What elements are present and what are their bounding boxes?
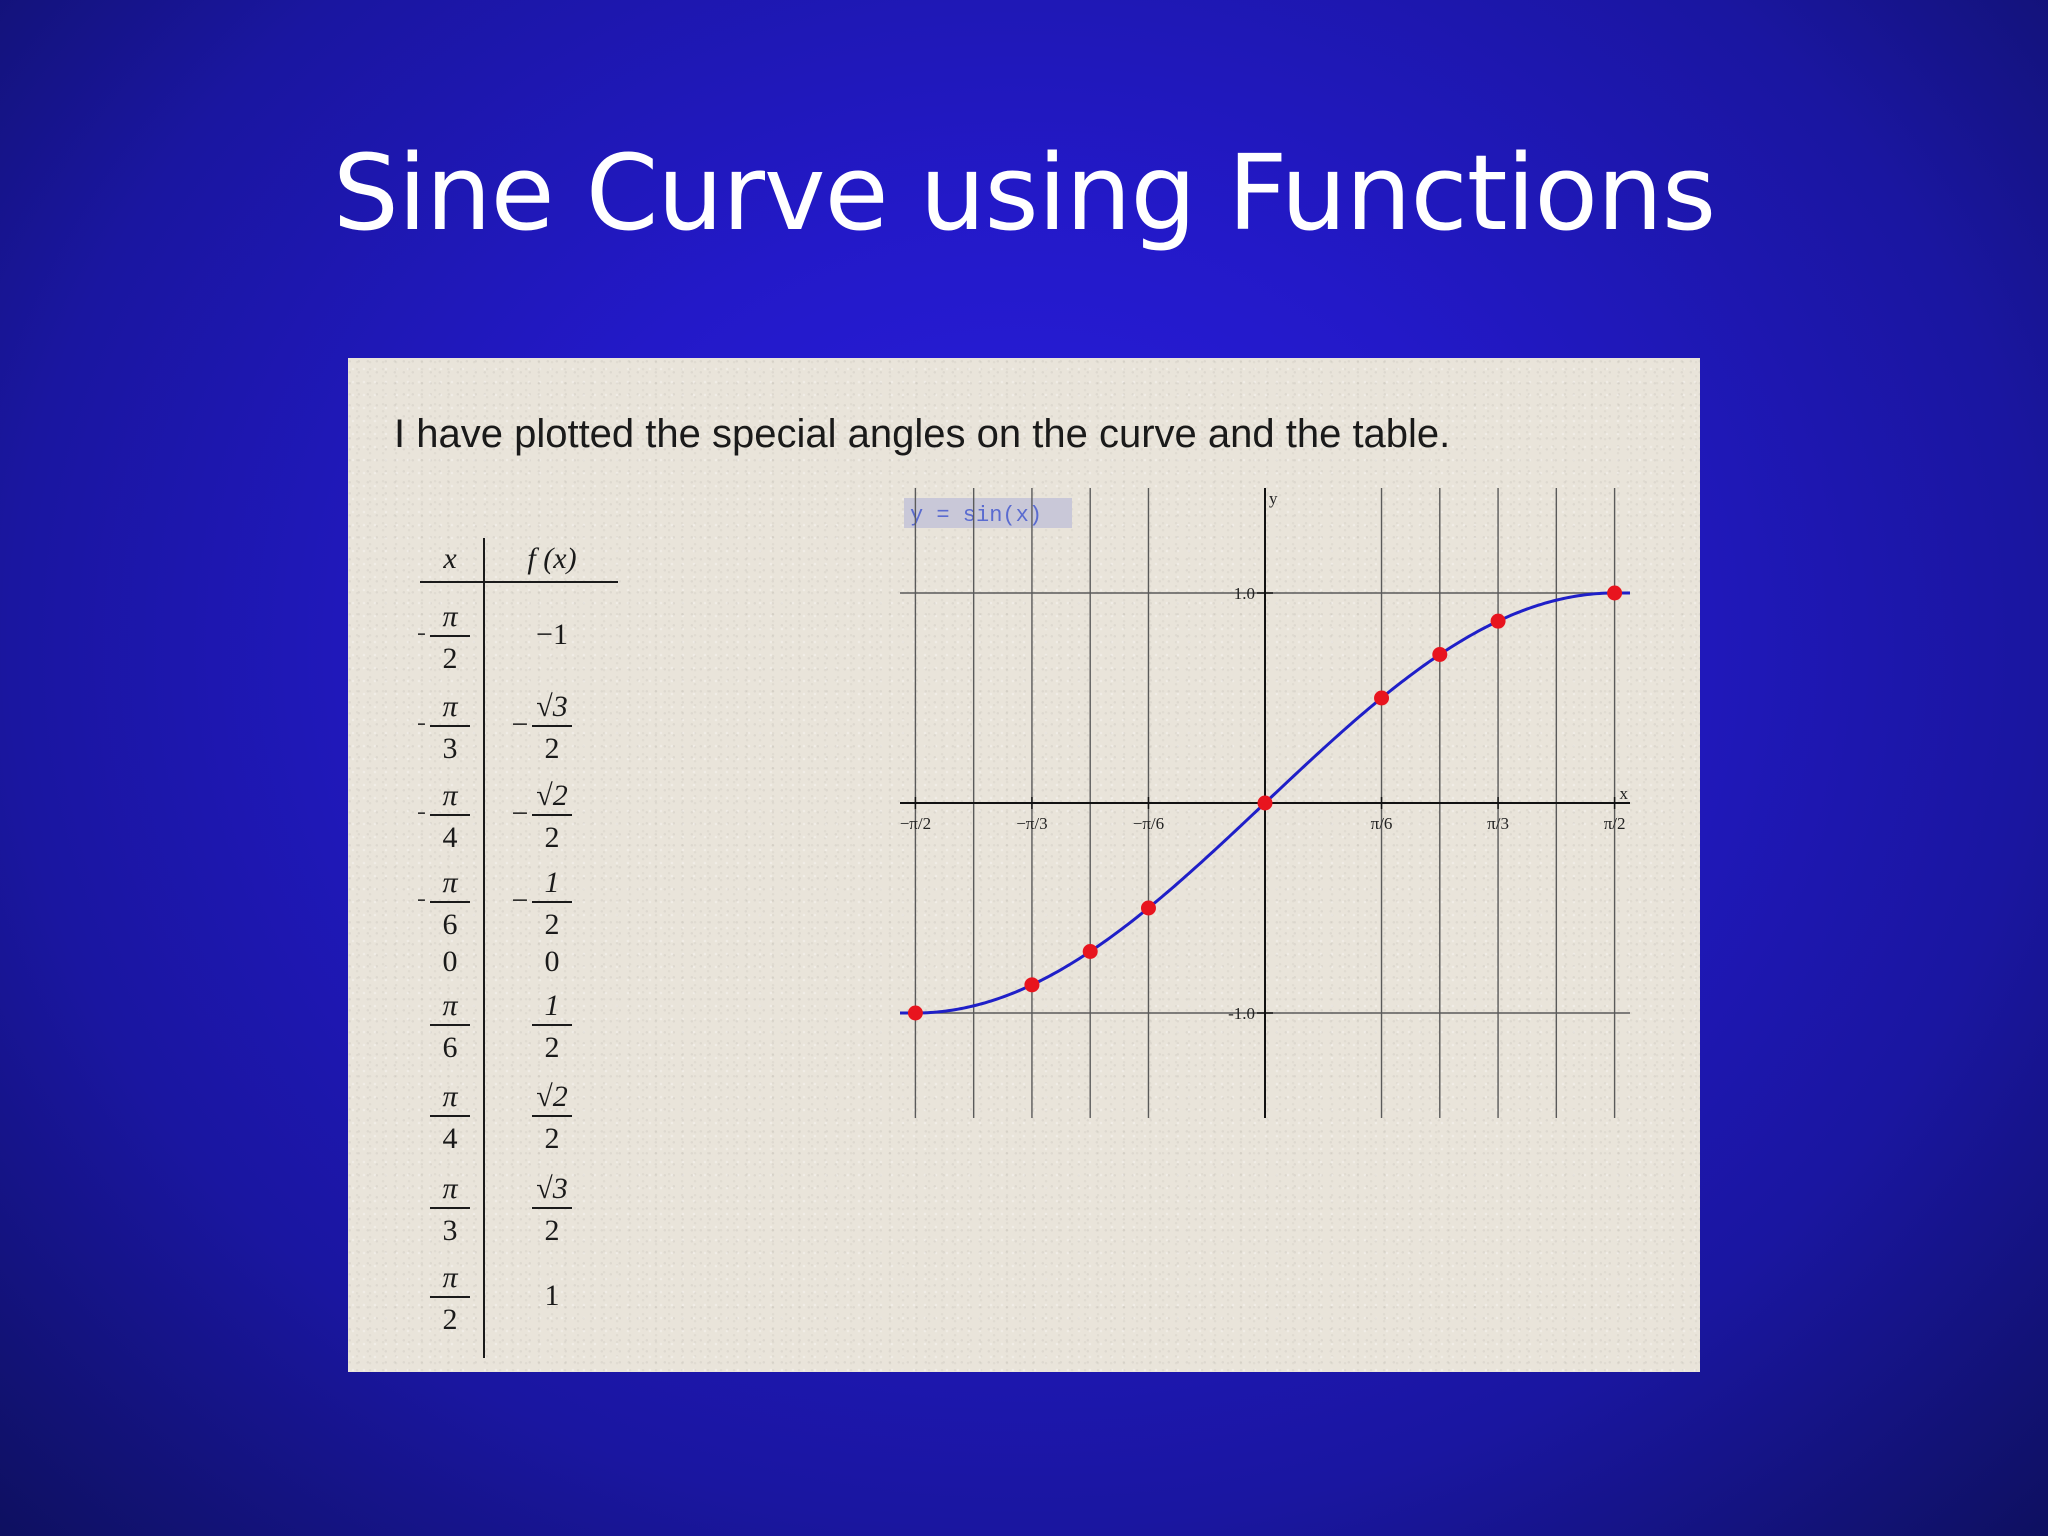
table-row-3-x-denominator: 6 bbox=[443, 908, 458, 941]
table-row-3-fx-denominator: 2 bbox=[545, 908, 560, 941]
slide-title: Sine Curve using Functions bbox=[332, 132, 1716, 254]
table-row-4-x-value: 0 bbox=[443, 945, 458, 978]
sine-plot: y = sin(x) x y −π/2 −π/3 −π/6 π/6 π/3 π/2 1.0 -1.0 bbox=[900, 488, 1700, 1318]
panel-caption: I have plotted the special angles on the… bbox=[394, 412, 1451, 456]
table-row-6-x-numerator: π bbox=[442, 1080, 458, 1113]
x-axis-label: x bbox=[1620, 784, 1629, 803]
table-row-1-x-numerator: π bbox=[442, 690, 458, 723]
y-tick-label-0: 1.0 bbox=[1234, 584, 1255, 603]
special-angle-point-0 bbox=[907, 1005, 923, 1021]
table-row-6-fx-numerator: √2 bbox=[536, 1080, 567, 1113]
sine-plot-svg: y = sin(x) x y −π/2 −π/3 −π/6 π/6 π/3 π/2 1.0 -1.0 bbox=[900, 488, 1630, 1118]
special-angle-point-2 bbox=[1082, 943, 1098, 959]
y-axis-label: y bbox=[1269, 489, 1278, 508]
special-angle-point-3 bbox=[1140, 900, 1156, 916]
table-row-0-fx-value: −1 bbox=[536, 618, 568, 651]
table-row-8-x-denominator: 2 bbox=[443, 1303, 458, 1336]
table-row-2-x-denominator: 4 bbox=[443, 821, 458, 854]
table-row-1-x-sign: − bbox=[418, 708, 426, 741]
table-row-6-fx-denominator: 2 bbox=[545, 1122, 560, 1155]
x-tick-label-1: −π/3 bbox=[1016, 814, 1047, 833]
figure-panel: I have plotted the special angles on the… bbox=[348, 358, 1700, 1372]
table-row-1-fx-sign: − bbox=[512, 708, 529, 741]
x-tick-label-5: π/2 bbox=[1604, 814, 1626, 833]
table-row-3-fx-sign: − bbox=[512, 884, 529, 917]
value-table: xf (x)−π2−1−π3−√32−π4−√22−π6−1200π612π4√… bbox=[418, 538, 678, 1358]
table-row-7-x-numerator: π bbox=[442, 1172, 458, 1205]
table-row-2-x-numerator: π bbox=[442, 779, 458, 812]
table-row-8-x-numerator: π bbox=[442, 1261, 458, 1294]
x-tick-label-3: π/6 bbox=[1371, 814, 1393, 833]
table-row-4-fx-value: 0 bbox=[545, 945, 560, 978]
equation-label-box bbox=[904, 498, 1072, 528]
table-row-3-x-sign: − bbox=[418, 884, 426, 917]
table-row-0-x-denominator: 2 bbox=[443, 642, 458, 675]
table-row-1-x-denominator: 3 bbox=[443, 732, 458, 765]
table-row-2-fx-sign: − bbox=[512, 797, 529, 830]
special-angle-point-4 bbox=[1257, 795, 1273, 811]
table-row-7-fx-denominator: 2 bbox=[545, 1214, 560, 1247]
table-header-x: x bbox=[442, 542, 457, 575]
table-row-8-fx-value: 1 bbox=[545, 1279, 560, 1312]
table-row-7-x-denominator: 3 bbox=[443, 1214, 458, 1247]
table-row-5-fx-denominator: 2 bbox=[545, 1031, 560, 1064]
table-row-6-x-denominator: 4 bbox=[443, 1122, 458, 1155]
value-table-svg: xf (x)−π2−1−π3−√32−π4−√22−π6−1200π612π4√… bbox=[418, 538, 618, 1358]
special-angle-point-1 bbox=[1024, 977, 1040, 993]
table-row-0-x-numerator: π bbox=[442, 600, 458, 633]
equation-label: y = sin(x) bbox=[910, 503, 1042, 528]
table-row-5-x-numerator: π bbox=[442, 989, 458, 1022]
table-row-3-fx-numerator: 1 bbox=[545, 866, 560, 899]
special-angle-point-6 bbox=[1432, 647, 1448, 663]
x-tick-label-2: −π/6 bbox=[1133, 814, 1164, 833]
table-row-3-x-numerator: π bbox=[442, 866, 458, 899]
table-row-2-fx-numerator: √2 bbox=[536, 779, 567, 812]
x-tick-label-4: π/3 bbox=[1487, 814, 1509, 833]
table-row-0-x-sign: − bbox=[418, 618, 426, 651]
special-angle-point-8 bbox=[1607, 585, 1623, 601]
table-row-5-fx-numerator: 1 bbox=[545, 989, 560, 1022]
table-header-fx: f (x) bbox=[527, 542, 576, 575]
y-tick-label-1: -1.0 bbox=[1228, 1004, 1255, 1023]
special-angle-point-7 bbox=[1490, 613, 1506, 629]
table-row-7-fx-numerator: √3 bbox=[536, 1172, 567, 1205]
x-tick-label-0: −π/2 bbox=[900, 814, 931, 833]
special-angle-point-5 bbox=[1374, 690, 1390, 706]
table-row-2-fx-denominator: 2 bbox=[545, 821, 560, 854]
table-row-2-x-sign: − bbox=[418, 797, 426, 830]
table-row-5-x-denominator: 6 bbox=[443, 1031, 458, 1064]
table-row-1-fx-numerator: √3 bbox=[536, 690, 567, 723]
table-row-1-fx-denominator: 2 bbox=[545, 732, 560, 765]
